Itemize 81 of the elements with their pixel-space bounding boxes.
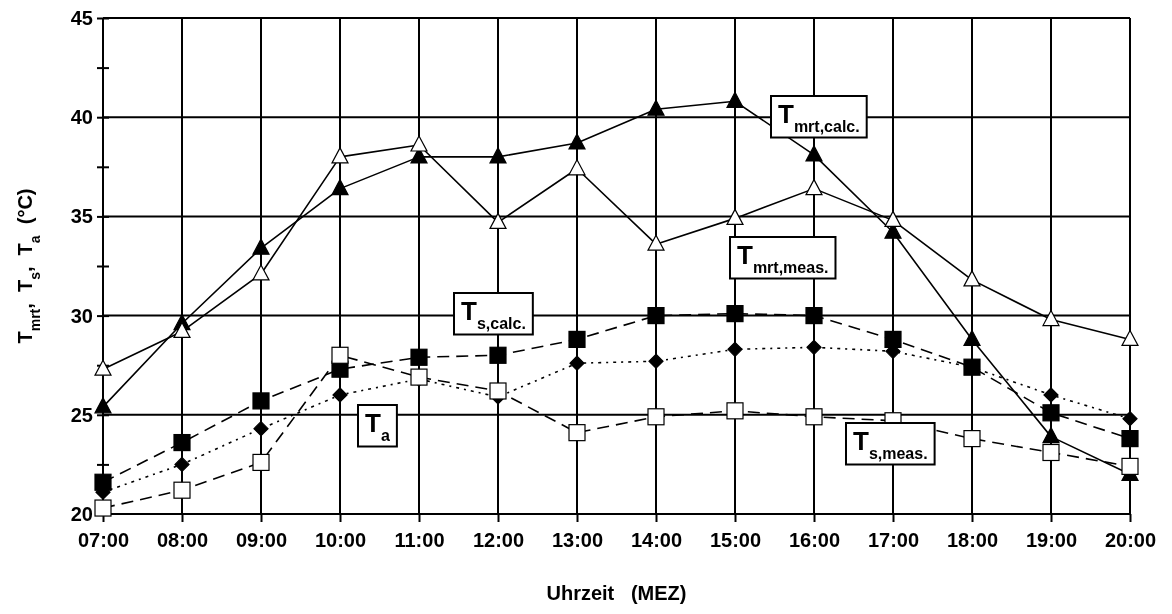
series-label: T$_{s,calc.}$ bbox=[461, 296, 526, 332]
point bbox=[410, 348, 428, 366]
point bbox=[726, 91, 744, 108]
point bbox=[252, 264, 270, 281]
point bbox=[1121, 457, 1139, 475]
x-tick-label: 10:00 bbox=[314, 529, 367, 551]
point bbox=[963, 430, 981, 448]
point bbox=[489, 212, 507, 229]
point bbox=[726, 208, 744, 225]
point bbox=[1121, 329, 1139, 347]
x-tick-label: 07:00 bbox=[77, 529, 130, 551]
point bbox=[94, 499, 112, 517]
series-label: T$_{mrt,meas.}$ bbox=[737, 240, 829, 276]
point bbox=[174, 456, 190, 472]
point bbox=[253, 421, 269, 437]
point bbox=[805, 408, 823, 426]
point bbox=[805, 307, 823, 325]
point bbox=[1043, 387, 1059, 403]
point bbox=[173, 433, 191, 452]
x-tick-label: 13:00 bbox=[551, 529, 604, 551]
point bbox=[489, 346, 507, 364]
y-tick-label: 35 bbox=[70, 205, 93, 228]
point bbox=[94, 397, 112, 414]
point bbox=[568, 133, 586, 150]
point bbox=[252, 392, 270, 410]
point bbox=[727, 341, 743, 357]
x-tick-label: 08:00 bbox=[156, 529, 209, 551]
point bbox=[1121, 430, 1139, 448]
point bbox=[94, 359, 112, 376]
point bbox=[252, 453, 270, 472]
point bbox=[331, 346, 349, 364]
point bbox=[884, 330, 902, 349]
point bbox=[726, 402, 744, 420]
x-tick-label: 12:00 bbox=[472, 529, 525, 551]
point bbox=[648, 353, 664, 369]
x-tick-label: 20:00 bbox=[1104, 529, 1157, 551]
point bbox=[410, 135, 428, 152]
point bbox=[963, 329, 981, 347]
point bbox=[252, 238, 270, 255]
point bbox=[805, 179, 823, 196]
point bbox=[1042, 427, 1060, 444]
point bbox=[569, 355, 585, 371]
point bbox=[568, 424, 586, 442]
point bbox=[647, 234, 665, 251]
point bbox=[726, 305, 744, 323]
y-tick-label: 30 bbox=[70, 304, 93, 327]
point bbox=[806, 339, 822, 355]
point bbox=[173, 481, 191, 499]
point bbox=[1042, 309, 1060, 327]
y-tick-label: 45 bbox=[70, 6, 93, 29]
point bbox=[647, 408, 665, 426]
point bbox=[489, 147, 507, 164]
y-tick-label: 25 bbox=[70, 403, 93, 426]
x-tick-label: 14:00 bbox=[630, 529, 683, 551]
point bbox=[1042, 404, 1060, 422]
x-tick-label: 16:00 bbox=[788, 529, 841, 551]
point bbox=[331, 147, 349, 164]
x-tick-label: 17:00 bbox=[867, 529, 920, 551]
series-label: T$_{a}$ bbox=[365, 408, 390, 444]
point bbox=[331, 179, 349, 196]
y-tick-label: 20 bbox=[70, 502, 93, 525]
x-tick-label: 15:00 bbox=[709, 529, 762, 551]
point bbox=[332, 387, 348, 403]
point bbox=[1122, 411, 1138, 427]
point bbox=[1042, 443, 1060, 462]
y-tick-label: 40 bbox=[70, 106, 93, 129]
point bbox=[489, 382, 507, 400]
point bbox=[805, 145, 823, 162]
x-tick-label: 18:00 bbox=[946, 529, 999, 551]
point bbox=[568, 330, 586, 349]
x-axis-title: Uhrzeit (MEZ) bbox=[546, 582, 687, 604]
x-tick-label: 09:00 bbox=[235, 529, 288, 551]
point bbox=[647, 99, 665, 116]
series-label: T$_{s,meas.}$ bbox=[853, 426, 928, 462]
x-tick-label: 19:00 bbox=[1025, 529, 1078, 551]
x-tick-label: 11:00 bbox=[394, 529, 445, 551]
point bbox=[647, 307, 665, 325]
point bbox=[568, 159, 586, 176]
point bbox=[884, 210, 902, 227]
series-label: T$_{mrt,calc.}$ bbox=[778, 99, 860, 135]
point bbox=[963, 270, 981, 287]
